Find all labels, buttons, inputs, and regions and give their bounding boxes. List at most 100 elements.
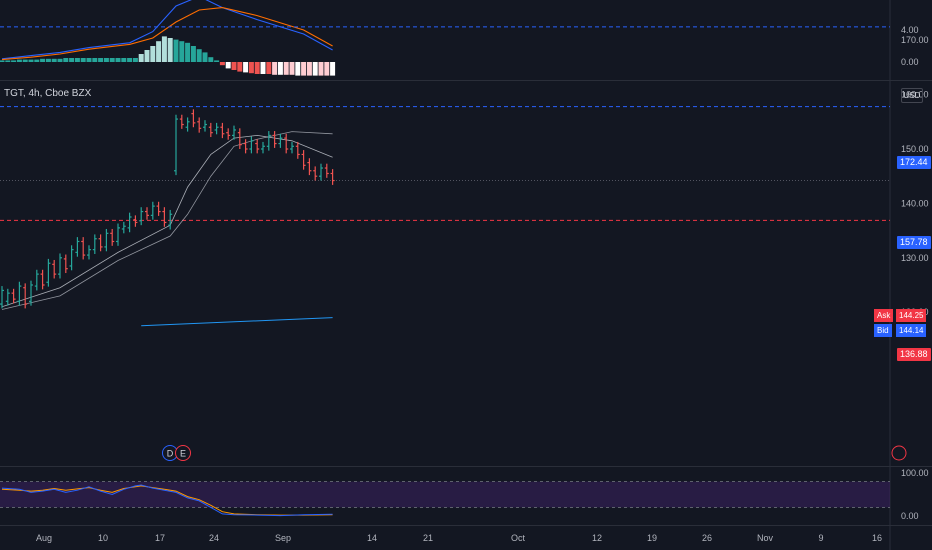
macd-histogram-bar: [277, 62, 283, 75]
macd-histogram-bar: [283, 62, 289, 75]
macd-histogram-bar: [208, 57, 214, 62]
macd-histogram-bar: [115, 58, 121, 62]
macd-histogram-bar: [80, 58, 86, 62]
macd-histogram-bar: [161, 36, 167, 62]
price-pane: [0, 26, 890, 327]
ohlc-bar: [116, 223, 120, 246]
ohlc-bar: [237, 128, 242, 149]
ohlc-bar: [226, 128, 231, 140]
time-axis-label: Aug: [36, 533, 52, 543]
macd-histogram-bar: [92, 58, 98, 62]
axes: 180.00170.00160.00150.00140.00130.00120.…: [36, 25, 929, 543]
ohlc-bar: [145, 207, 149, 220]
rsi-band: [0, 481, 890, 508]
ohlc-bar: [301, 150, 306, 170]
ohlc-bar: [75, 237, 80, 257]
macd-histogram-bar: [11, 60, 17, 62]
scroll-right-icon[interactable]: [891, 445, 907, 461]
ohlc-bar: [174, 114, 178, 176]
ohlc-bar: [330, 169, 335, 185]
time-axis-label: 17: [155, 533, 165, 543]
price-axis-label: 130.00: [901, 253, 929, 263]
ohlc-bar: [98, 234, 103, 252]
macd-histogram-bar: [127, 58, 133, 62]
price-axis-label: 140.00: [901, 198, 929, 208]
macd-histogram-bar: [22, 59, 28, 62]
ask-value: 144.25: [896, 309, 927, 322]
ohlc-bar: [214, 122, 219, 135]
ohlc-bar: [272, 131, 277, 148]
event-marker-label: D: [167, 449, 174, 459]
symbol-title[interactable]: TGT, 4h, Cboe BZX: [4, 88, 92, 99]
macd-histogram-bar: [69, 58, 75, 62]
ohlc-bar: [150, 201, 155, 220]
macd-line: [1, 0, 333, 60]
ma-fast-line: [1, 134, 333, 308]
event-marker[interactable]: E: [175, 445, 191, 461]
ohlc-bar: [191, 109, 196, 128]
ohlc-bar: [295, 141, 300, 159]
ohlc-bar: [220, 122, 225, 139]
ohlc-bar: [266, 131, 271, 151]
macd-histogram-bar: [306, 62, 312, 76]
time-axis-label: Nov: [757, 533, 774, 543]
macd-histogram-bar: [45, 58, 51, 62]
ohlc-bar: [319, 163, 323, 181]
level-tag-157: 157.78: [897, 236, 931, 249]
currency-button[interactable]: USD: [901, 88, 923, 103]
event-marker-circle: [175, 445, 191, 461]
ohlc-bar: [127, 212, 132, 233]
macd-histogram-bar: [28, 59, 34, 62]
time-axis-label: Sep: [275, 533, 291, 543]
macd-histogram-bar: [16, 59, 22, 62]
time-axis-label: 24: [209, 533, 219, 543]
level-tag-172: 172.44: [897, 156, 931, 169]
ohlc-bar: [290, 141, 294, 154]
macd-histogram-bar: [57, 58, 63, 62]
ohlc-bar: [63, 254, 68, 274]
macd-histogram-bar: [266, 62, 272, 74]
macd-histogram-bar: [196, 49, 202, 62]
ohlc-bar: [168, 209, 173, 230]
macd-axis-label: 4.00: [901, 25, 919, 35]
time-axis-label: 16: [872, 533, 882, 543]
ohlc-bar: [69, 245, 74, 271]
macd-histogram-bar: [289, 62, 295, 75]
rsi-axis-label: 0.00: [901, 511, 919, 521]
macd-histogram-bar: [324, 62, 330, 76]
bid-label: Bid: [874, 324, 892, 337]
ohlc-bar: [87, 245, 91, 260]
macd-histogram-bar: [34, 59, 40, 62]
price-axis-label: 160.00: [901, 90, 929, 100]
event-marker-label: E: [180, 449, 186, 459]
macd-histogram-bar: [219, 62, 225, 66]
macd-histogram-bar: [51, 58, 57, 62]
macd-histogram-bar: [225, 62, 231, 69]
ohlc-bar: [34, 269, 39, 291]
ohlc-bar: [17, 281, 22, 306]
macd-histogram-bar: [5, 60, 11, 62]
time-axis-label: 9: [818, 533, 823, 543]
ohlc-bar: [179, 114, 184, 129]
macd-histogram-bar: [98, 58, 104, 62]
macd-histogram-bar: [121, 58, 127, 62]
time-axis-label: 10: [98, 533, 108, 543]
macd-histogram-bar: [190, 46, 196, 62]
time-axis-label: Oct: [511, 533, 526, 543]
rsi-axis-label: 100.00: [901, 468, 929, 478]
ask-label: Ask: [874, 309, 894, 322]
macd-histogram-bar: [132, 58, 138, 62]
ohlc-bar: [278, 133, 283, 148]
price-axis-label: 170.00: [901, 35, 929, 45]
macd-histogram-bar: [167, 38, 173, 62]
ohlc-bar: [52, 259, 57, 279]
ohlc-bar: [208, 122, 213, 138]
time-axis-label: 26: [702, 533, 712, 543]
rsi-pane: [0, 481, 890, 517]
ohlc-bar: [255, 139, 260, 154]
macd-histogram-bar: [74, 58, 80, 62]
ohlc-bar: [162, 207, 167, 227]
macd-histogram-bar: [0, 60, 5, 62]
